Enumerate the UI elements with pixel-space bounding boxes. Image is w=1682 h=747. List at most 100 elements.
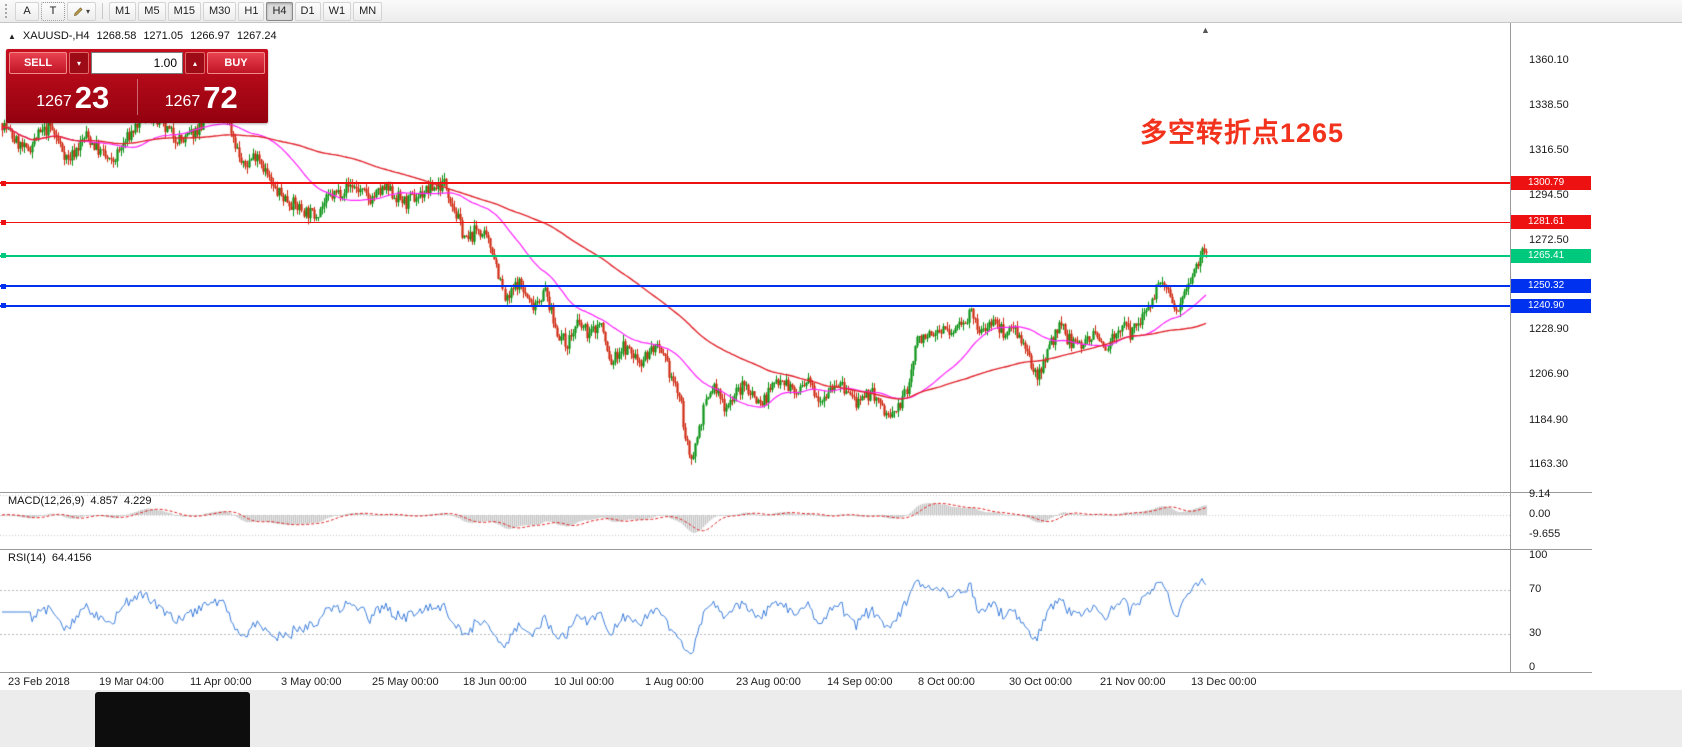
timeframe-button-h1[interactable]: H1	[238, 1, 265, 21]
horizontal-level-line-1300.79[interactable]	[0, 182, 1510, 185]
rsi-label: RSI(14) 64.4156	[8, 552, 92, 564]
caret-down-icon: ▾	[76, 58, 81, 68]
chart-shift-marker-icon[interactable]: ▲	[1201, 25, 1210, 35]
price-axis-tick: 1184.90	[1529, 413, 1568, 426]
time-axis-label: 1 Aug 00:00	[645, 676, 704, 688]
level-drag-handle[interactable]	[1, 283, 6, 289]
macd-signal-value: 4.229	[123, 495, 152, 507]
chevron-down-icon: ▾	[86, 6, 91, 16]
level-price-flag: 1265.41	[1511, 248, 1591, 263]
time-axis-label: 14 Sep 00:00	[827, 676, 893, 688]
price-divider	[136, 79, 138, 115]
macd-indicator-canvas[interactable]	[0, 493, 1510, 547]
bid-major: 1267	[36, 93, 72, 111]
bid-pips: 23	[74, 80, 110, 116]
level-price-flag: 1300.79	[1511, 176, 1591, 191]
level-drag-handle[interactable]	[1, 303, 6, 309]
level-price-flag: 1281.61	[1511, 215, 1591, 230]
close-value: 1267.24	[236, 30, 277, 42]
macd-name: MACD(12,26,9)	[8, 495, 85, 507]
level-drag-handle[interactable]	[1, 180, 6, 186]
volume-down-button[interactable]: ▾	[69, 52, 89, 74]
macd-axis-label: 0.00	[1529, 508, 1551, 520]
toolbar-separator	[102, 3, 104, 19]
price-axis-border	[1510, 23, 1511, 673]
price-axis-tick: 1206.90	[1529, 368, 1569, 381]
symbol-label: XAUUSD-,H4	[22, 30, 90, 42]
top-toolbar: A T ▾ M1 M5 M15 M30 H1 H4 D1 W1 MN	[0, 0, 1682, 23]
time-axis-separator	[0, 672, 1592, 673]
chart-ohlc-header: ▲ XAUUSD-,H4 1268.58 1271.05 1266.97 126…	[8, 30, 277, 42]
pencil-icon	[73, 6, 83, 16]
price-axis-tick: 1316.50	[1529, 143, 1569, 156]
horizontal-level-line-1240.90[interactable]	[0, 304, 1510, 307]
rsi-axis-label: 100	[1529, 549, 1548, 561]
price-axis-tick: 1163.30	[1529, 457, 1568, 470]
macd-panel-separator[interactable]	[0, 492, 1592, 493]
timeframe-button-group: M1 M5 M15 M30 H1 H4 D1 W1 MN	[109, 1, 384, 21]
time-axis-label: 3 May 00:00	[281, 676, 342, 688]
time-axis-label: 18 Jun 00:00	[463, 676, 527, 688]
macd-main-value: 4.857	[90, 495, 118, 507]
time-axis-label: 11 Apr 00:00	[190, 676, 252, 688]
price-axis-tick: 1338.50	[1529, 98, 1569, 111]
timeframe-button-mn[interactable]: MN	[353, 1, 383, 21]
chart-window: ▲ XAUUSD-,H4 1268.58 1271.05 1266.97 126…	[0, 23, 1682, 690]
horizontal-level-line-1281.61[interactable]	[0, 221, 1510, 223]
timeframe-button-w1[interactable]: W1	[322, 1, 352, 21]
sell-button[interactable]: SELL	[9, 52, 67, 74]
time-axis-label: 23 Aug 00:00	[736, 676, 801, 688]
ask-major: 1267	[164, 93, 201, 111]
macd-axis-label: -9.655	[1529, 528, 1561, 540]
toolbar-grip-icon[interactable]	[5, 4, 11, 18]
timeframe-button-m30[interactable]: M30	[202, 1, 237, 21]
rsi-axis-label: 70	[1529, 583, 1542, 595]
open-value: 1268.58	[96, 30, 137, 42]
background-window[interactable]	[95, 692, 250, 747]
time-axis-label: 13 Dec 00:00	[1191, 676, 1257, 688]
caret-up-icon: ▴	[192, 58, 197, 68]
time-axis-label: 8 Oct 00:00	[918, 676, 975, 688]
timeframe-button-h4[interactable]: H4	[266, 1, 293, 21]
rsi-panel-separator[interactable]	[0, 549, 1592, 550]
trade-panel-collapse-icon[interactable]: ▲	[8, 31, 16, 41]
level-price-flag: 1240.90	[1511, 298, 1591, 313]
level-price-flag: 1250.32	[1511, 279, 1591, 294]
price-axis-tick: 1272.50	[1529, 234, 1569, 247]
timeframe-button-d1[interactable]: D1	[294, 1, 321, 21]
macd-axis-label: 9.14	[1529, 488, 1551, 500]
time-axis-label: 19 Mar 04:00	[99, 676, 164, 688]
price-axis-tick: 1228.90	[1529, 323, 1569, 336]
level-drag-handle[interactable]	[1, 219, 6, 225]
horizontal-level-line-1250.32[interactable]	[0, 285, 1510, 288]
low-value: 1266.97	[190, 30, 230, 42]
draw-tool-button[interactable]: ▾	[67, 1, 97, 21]
volume-up-button[interactable]: ▴	[185, 52, 205, 74]
rsi-axis-label: 0	[1529, 661, 1536, 673]
buy-button[interactable]: BUY	[207, 52, 265, 74]
text-tool-button[interactable]: T	[41, 1, 65, 21]
macd-label: MACD(12,26,9) 4.857 4.229	[8, 495, 151, 507]
level-drag-handle[interactable]	[1, 253, 6, 259]
ask-price: 1267 72	[138, 78, 266, 115]
horizontal-level-line-1265.41[interactable]	[0, 254, 1510, 257]
rsi-value: 64.4156	[51, 552, 92, 564]
timeframe-button-m1[interactable]: M1	[109, 1, 137, 21]
rsi-name: RSI(14)	[8, 552, 46, 564]
high-value: 1271.05	[143, 30, 184, 42]
ask-pips: 72	[203, 80, 238, 116]
time-axis-label: 25 May 00:00	[372, 676, 439, 688]
annotation-tool-button[interactable]: A	[15, 1, 39, 21]
time-axis-label: 30 Oct 00:00	[1009, 676, 1072, 688]
volume-input[interactable]	[91, 52, 183, 74]
desktop-area	[0, 690, 1682, 747]
chart-annotation-text[interactable]: 多空转折点1265	[1140, 118, 1345, 148]
rsi-indicator-canvas[interactable]	[0, 550, 1510, 671]
price-axis-tick: 1360.10	[1529, 54, 1569, 67]
price-axis-tick: 1294.50	[1529, 188, 1569, 201]
timeframe-button-m5[interactable]: M5	[138, 1, 166, 21]
time-axis-label: 21 Nov 00:00	[1100, 676, 1166, 688]
time-axis-label: 23 Feb 2018	[8, 676, 70, 688]
timeframe-button-m15[interactable]: M15	[167, 1, 201, 21]
